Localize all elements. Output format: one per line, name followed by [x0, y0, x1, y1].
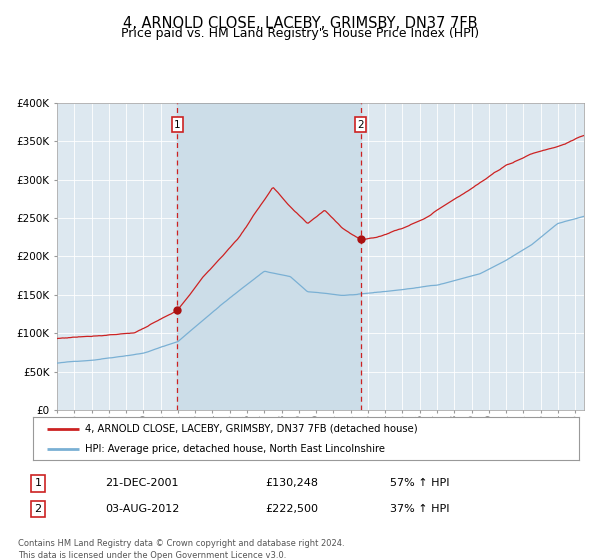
- Text: £130,248: £130,248: [265, 478, 318, 488]
- Text: 2: 2: [358, 119, 364, 129]
- Text: £222,500: £222,500: [265, 503, 318, 514]
- Text: HPI: Average price, detached house, North East Lincolnshire: HPI: Average price, detached house, Nort…: [85, 444, 385, 454]
- Text: 03-AUG-2012: 03-AUG-2012: [105, 503, 179, 514]
- Text: 37% ↑ HPI: 37% ↑ HPI: [390, 503, 449, 514]
- Bar: [178, 103, 361, 410]
- Text: 4, ARNOLD CLOSE, LACEBY, GRIMSBY, DN37 7FB (detached house): 4, ARNOLD CLOSE, LACEBY, GRIMSBY, DN37 7…: [85, 424, 418, 434]
- Text: Price paid vs. HM Land Registry's House Price Index (HPI): Price paid vs. HM Land Registry's House …: [121, 27, 479, 40]
- Text: 21-DEC-2001: 21-DEC-2001: [105, 478, 179, 488]
- Text: 4, ARNOLD CLOSE, LACEBY, GRIMSBY, DN37 7FB: 4, ARNOLD CLOSE, LACEBY, GRIMSBY, DN37 7…: [123, 16, 477, 31]
- Text: 1: 1: [174, 119, 181, 129]
- Text: 2: 2: [34, 503, 41, 514]
- Text: Contains HM Land Registry data © Crown copyright and database right 2024.
This d: Contains HM Land Registry data © Crown c…: [18, 539, 344, 560]
- Text: 57% ↑ HPI: 57% ↑ HPI: [390, 478, 449, 488]
- Text: 1: 1: [35, 478, 41, 488]
